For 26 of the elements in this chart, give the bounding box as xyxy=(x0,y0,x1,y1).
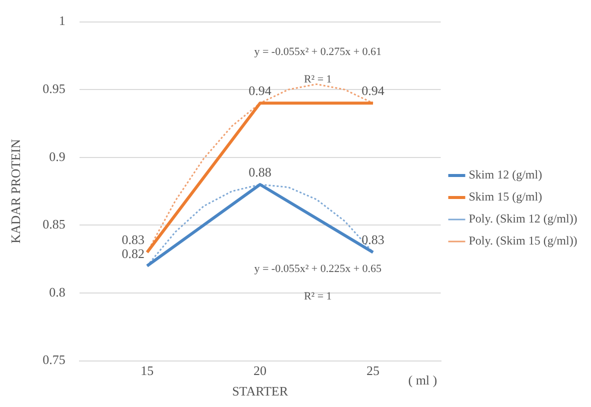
annotation: y = -0.055x² + 0.225x + 0.65 xyxy=(254,263,382,276)
data-label: 0.88 xyxy=(248,164,272,180)
annotation: R² = 1 xyxy=(304,290,332,302)
y-tick-label: 0.9 xyxy=(49,148,66,164)
y-tick-label: 0.75 xyxy=(42,352,66,368)
x-tick-label: 20 xyxy=(254,363,267,378)
data-label: 0.94 xyxy=(248,83,272,98)
text: ( ml ) xyxy=(408,372,438,388)
annotation: y = -0.055x² + 0.275x + 0.61 xyxy=(254,46,382,58)
y-tick-label: 0.8 xyxy=(49,284,66,300)
data-label: 0.83 xyxy=(122,232,144,248)
data-label: 0.82 xyxy=(122,246,144,261)
y-tick-label: 0.85 xyxy=(42,216,66,232)
x-tick-label: 15 xyxy=(140,363,154,378)
legend-label: Poly. (Skim 12 (g/ml)) xyxy=(468,212,578,226)
annotation: R² = 1 xyxy=(304,73,332,86)
x-tick-label: 25 xyxy=(366,363,380,378)
data-label: 0.83 xyxy=(362,232,384,248)
legend-label: Poly. (Skim 15 (g/ml)) xyxy=(468,234,578,248)
data-label: 0.94 xyxy=(362,83,385,98)
x-axis-title: STARTER xyxy=(232,384,288,399)
legend-label: Skim 12 (g/ml) xyxy=(468,168,542,182)
y-axis-title: KADAR PROTEIN xyxy=(8,138,24,244)
y-tick-label: 0.95 xyxy=(42,81,66,96)
legend-label: Skim 15 (g/ml) xyxy=(468,190,542,204)
y-tick-label: 1 xyxy=(58,13,66,28)
